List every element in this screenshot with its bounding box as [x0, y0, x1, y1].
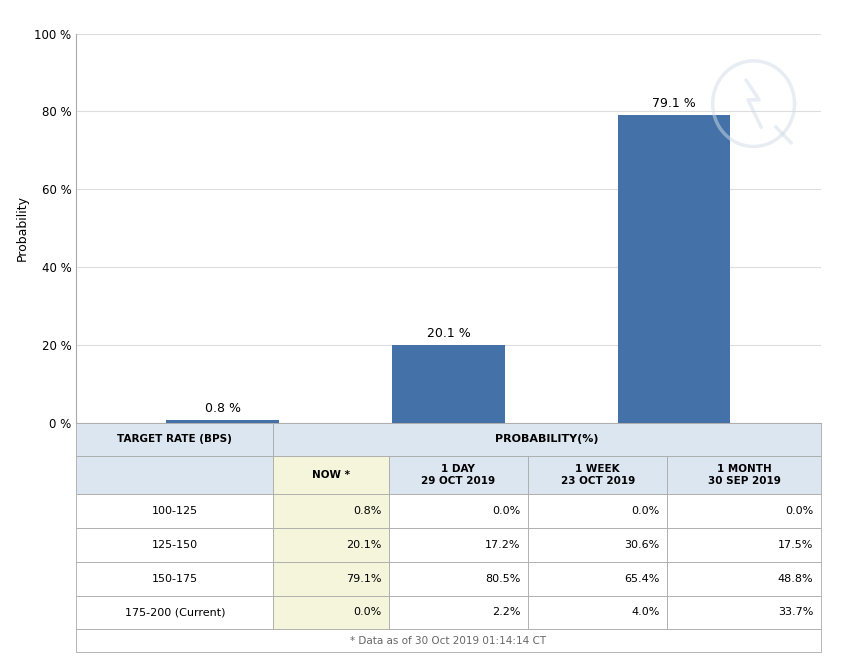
Bar [528, 528, 667, 562]
Y-axis label: Probability: Probability [15, 196, 29, 261]
Text: 79.1%: 79.1% [346, 574, 382, 583]
Bar [273, 423, 821, 456]
Text: NOW *: NOW * [312, 470, 350, 480]
Text: PROBABILITY(%): PROBABILITY(%) [495, 435, 599, 444]
Text: 20.1 %: 20.1 % [426, 327, 470, 340]
Bar [667, 494, 821, 528]
Bar [167, 420, 279, 423]
Bar [76, 595, 273, 630]
Text: 125-150: 125-150 [151, 540, 198, 550]
Bar [667, 595, 821, 630]
Text: TARGET RATE (BPS): TARGET RATE (BPS) [118, 435, 232, 444]
Bar [389, 494, 528, 528]
Text: 175-200 (Current): 175-200 (Current) [124, 607, 225, 618]
Text: 1 WEEK
23 OCT 2019: 1 WEEK 23 OCT 2019 [561, 464, 634, 486]
Bar [76, 630, 821, 653]
Bar [667, 562, 821, 595]
Text: * Data as of 30 Oct 2019 01:14:14 CT: * Data as of 30 Oct 2019 01:14:14 CT [350, 636, 547, 646]
Text: 65.4%: 65.4% [624, 574, 660, 583]
Bar [76, 562, 273, 595]
Text: 48.8%: 48.8% [777, 574, 813, 583]
Bar [273, 595, 389, 630]
Bar [618, 115, 730, 423]
Text: 79.1 %: 79.1 % [652, 97, 696, 110]
Bar [76, 456, 273, 494]
Bar [392, 345, 505, 423]
Text: 4.0%: 4.0% [631, 607, 660, 618]
Text: 20.1%: 20.1% [346, 540, 382, 550]
Bar [528, 595, 667, 630]
Text: 1 DAY
29 OCT 2019: 1 DAY 29 OCT 2019 [421, 464, 496, 486]
Text: 80.5%: 80.5% [486, 574, 520, 583]
Bar [76, 528, 273, 562]
Text: 0.8 %: 0.8 % [205, 402, 241, 415]
Bar [667, 456, 821, 494]
Text: 17.5%: 17.5% [777, 540, 813, 550]
Text: 33.7%: 33.7% [777, 607, 813, 618]
Text: 100-125: 100-125 [151, 506, 198, 516]
Bar [76, 494, 273, 528]
Text: 30.6%: 30.6% [624, 540, 660, 550]
Text: 0.8%: 0.8% [353, 506, 382, 516]
Text: 0.0%: 0.0% [353, 607, 382, 618]
Text: 0.0%: 0.0% [785, 506, 813, 516]
Bar [389, 528, 528, 562]
Bar [389, 562, 528, 595]
Bar [389, 456, 528, 494]
Bar [528, 562, 667, 595]
Text: 150-175: 150-175 [151, 574, 198, 583]
Bar [528, 456, 667, 494]
Text: 17.2%: 17.2% [485, 540, 520, 550]
Text: 1 MONTH
30 SEP 2019: 1 MONTH 30 SEP 2019 [707, 464, 780, 486]
Bar [76, 423, 273, 456]
Bar [273, 562, 389, 595]
Bar [273, 456, 389, 494]
Bar [273, 528, 389, 562]
X-axis label: Target Rate (in bps): Target Rate (in bps) [387, 446, 510, 459]
Bar [389, 595, 528, 630]
Bar [528, 494, 667, 528]
Bar [667, 528, 821, 562]
Bar [273, 494, 389, 528]
Text: 0.0%: 0.0% [492, 506, 520, 516]
Text: 2.2%: 2.2% [492, 607, 520, 618]
Text: 0.0%: 0.0% [632, 506, 660, 516]
